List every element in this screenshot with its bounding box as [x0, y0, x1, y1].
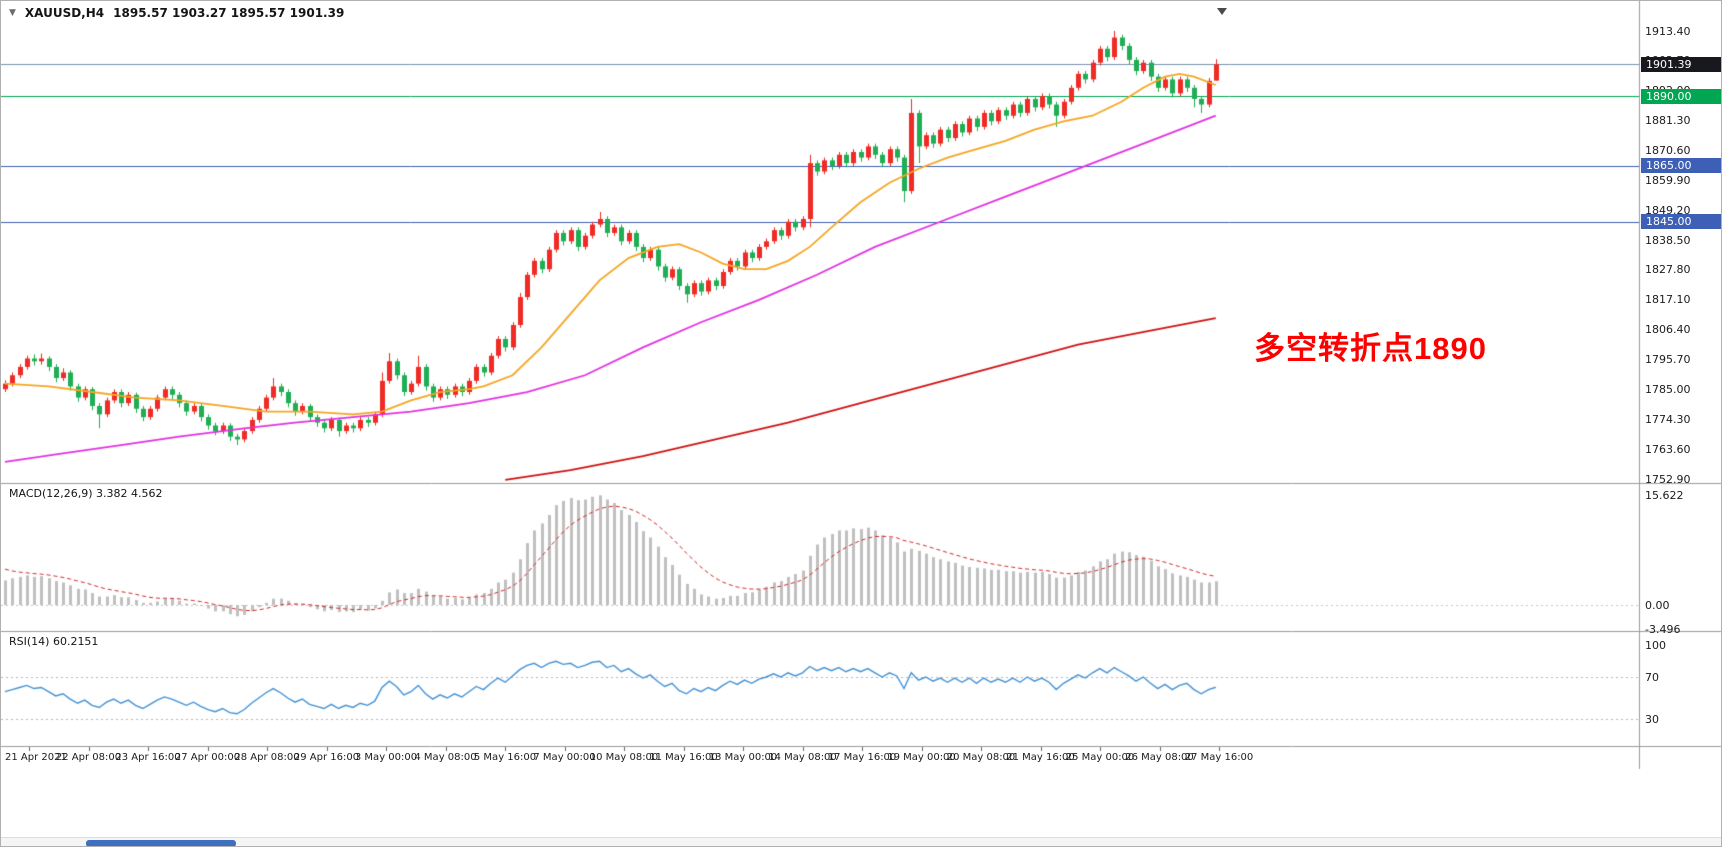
- horizontal-scrollbar[interactable]: [1, 837, 1721, 846]
- macd-indicator-label: MACD(12,26,9) 3.382 4.562: [9, 487, 163, 500]
- symbol-timeframe-label: XAUUSD,H4: [24, 6, 105, 20]
- collapse-arrow-icon[interactable]: ▼: [9, 8, 16, 18]
- chart-header: ▼ XAUUSD,H4 1895.57 1903.27 1895.57 1901…: [9, 6, 344, 20]
- ohlc-values: 1895.57 1903.27 1895.57 1901.39: [113, 6, 345, 20]
- annotation-text: 多空转折点1890: [1254, 331, 1487, 366]
- rsi-indicator-label: RSI(14) 60.2151: [9, 635, 99, 648]
- shift-marker-icon[interactable]: [1217, 8, 1227, 15]
- scrollbar-thumb[interactable]: [86, 840, 236, 846]
